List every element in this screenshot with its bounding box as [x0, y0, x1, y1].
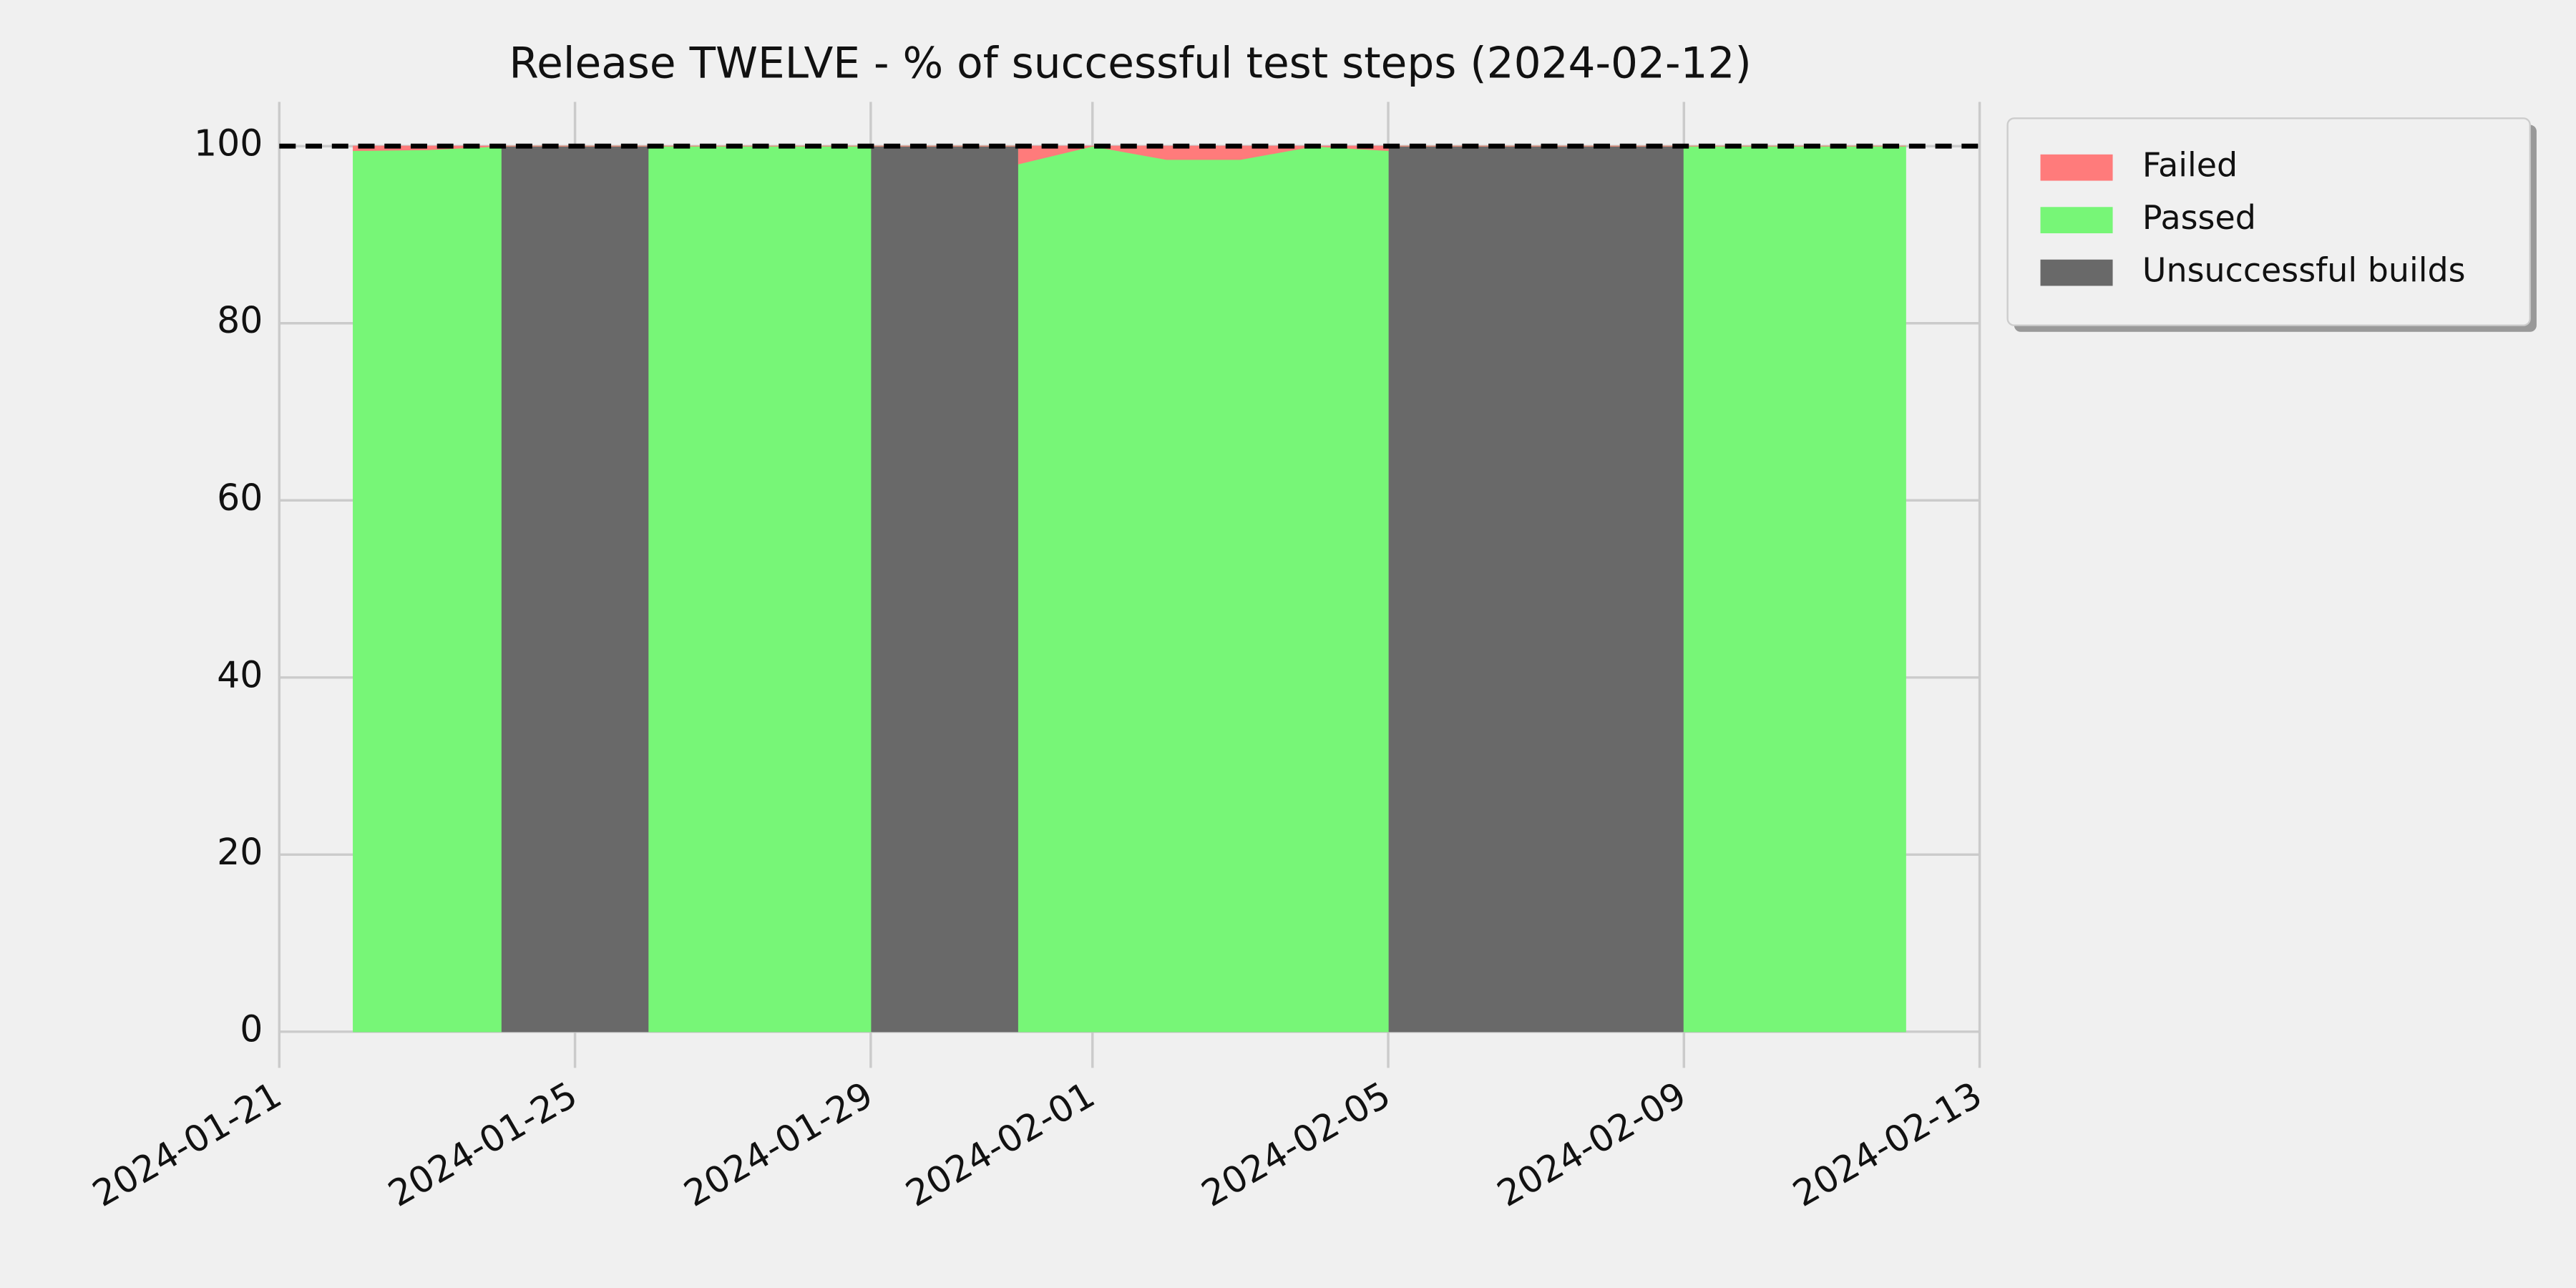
y-tick-label: 20 — [217, 831, 263, 873]
y-tick-label: 40 — [217, 653, 263, 696]
chart-title: Release TWELVE - % of successful test st… — [509, 39, 1751, 88]
overlay: Failed Passed Unsuccessful builds — [279, 117, 2537, 332]
plot-area — [353, 145, 1906, 1033]
y-tick-label: 0 — [240, 1008, 263, 1050]
legend — [2006, 117, 2531, 326]
legend-label: Passed — [2142, 198, 2256, 237]
legend-swatch — [2040, 259, 2113, 286]
y-tick-label: 60 — [217, 477, 263, 519]
legend-swatch — [2040, 207, 2113, 234]
legend-label: Unsuccessful builds — [2142, 251, 2466, 290]
legend-swatch — [2040, 154, 2113, 181]
y-tick-label: 100 — [194, 122, 263, 165]
legend-label: Failed — [2142, 146, 2238, 185]
y-tick-label: 80 — [217, 299, 263, 341]
